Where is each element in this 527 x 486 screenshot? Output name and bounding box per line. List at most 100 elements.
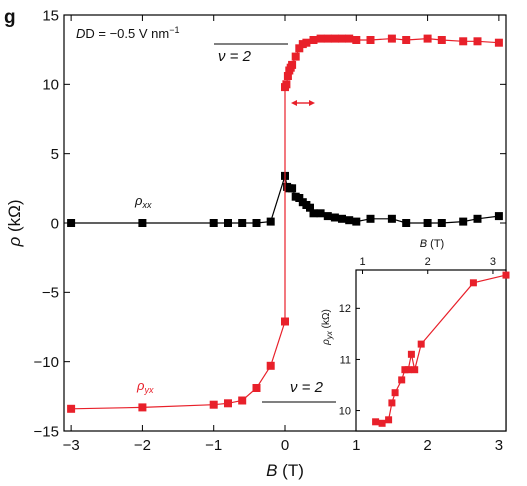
data-point xyxy=(391,389,399,397)
nu-top-label: ν = 2 xyxy=(218,48,252,65)
x-tick-label: 2 xyxy=(423,437,431,454)
data-point xyxy=(366,36,375,44)
data-point xyxy=(330,213,339,222)
data-point xyxy=(459,37,468,46)
data-point xyxy=(309,209,318,218)
data-point xyxy=(459,217,468,226)
x-tick-label: 1 xyxy=(352,437,360,454)
data-point xyxy=(372,418,380,426)
data-point xyxy=(473,37,482,46)
inset-y-axis-label: ρyx (kΩ) xyxy=(321,309,334,346)
data-point xyxy=(338,34,346,43)
data-point xyxy=(385,416,393,424)
x-tick-label: −2 xyxy=(134,437,151,454)
data-point xyxy=(266,217,275,226)
y-tick-label: 0 xyxy=(51,215,59,232)
data-point xyxy=(238,396,247,405)
data-point xyxy=(411,366,419,374)
double-arrow-annotation xyxy=(291,100,315,106)
data-point xyxy=(502,271,510,279)
data-point xyxy=(345,216,354,225)
data-point xyxy=(352,217,361,226)
inset-series xyxy=(372,271,510,427)
data-point xyxy=(316,34,325,43)
data-point xyxy=(469,279,477,287)
data-point xyxy=(209,219,218,227)
y-tick-label: 11 xyxy=(340,354,351,366)
data-point xyxy=(306,203,314,212)
main-series xyxy=(67,34,503,413)
data-point xyxy=(138,219,147,227)
data-point xyxy=(417,340,425,348)
data-point xyxy=(366,214,375,223)
x-axis-label: B (T) xyxy=(266,461,304,480)
data-point xyxy=(295,194,304,202)
data-point xyxy=(338,214,346,223)
data-point xyxy=(330,34,339,43)
field-annotation: DD = −0.5 V nm−1 xyxy=(76,25,179,41)
x-tick-label: −1 xyxy=(205,437,222,454)
data-point xyxy=(473,214,482,223)
data-point xyxy=(209,400,218,409)
data-point xyxy=(288,60,297,69)
data-point xyxy=(266,361,275,370)
x-tick-label: 0 xyxy=(281,437,289,454)
series-label-rhoxx: ρxx xyxy=(134,193,152,210)
data-point xyxy=(323,212,332,221)
x-tick-label: 1 xyxy=(359,256,365,268)
data-point xyxy=(67,404,76,413)
data-point xyxy=(138,403,147,412)
y-tick-label: −5 xyxy=(42,285,59,302)
data-point xyxy=(494,38,503,47)
y-tick-label: −10 xyxy=(34,354,59,371)
x-tick-label: 2 xyxy=(425,256,431,268)
data-point xyxy=(295,44,304,53)
y-tick-label: 12 xyxy=(339,303,351,315)
data-point xyxy=(323,34,332,43)
data-point xyxy=(282,80,291,89)
panel-label: g xyxy=(4,7,16,28)
data-point xyxy=(316,209,325,218)
data-point xyxy=(387,34,396,43)
y-tick-label: 5 xyxy=(51,146,59,163)
data-point xyxy=(252,219,261,227)
data-point xyxy=(345,34,354,43)
data-point xyxy=(402,36,411,44)
data-point xyxy=(398,376,406,384)
x-tick-label: 3 xyxy=(495,437,503,454)
data-point xyxy=(291,52,300,61)
data-point xyxy=(404,366,412,374)
x-tick-label: −3 xyxy=(63,437,80,454)
data-point xyxy=(437,36,446,44)
data-point xyxy=(224,399,232,408)
y-axis-label: ρ (kΩ) xyxy=(5,199,24,247)
data-point xyxy=(224,219,232,227)
data-point xyxy=(67,219,76,227)
data-point xyxy=(302,38,311,47)
inset-x-axis-label: B (T) xyxy=(420,238,444,250)
data-point xyxy=(252,384,261,392)
series-label-rhoyx: ρyx xyxy=(136,378,154,395)
y-tick-label: 15 xyxy=(42,7,59,24)
data-point xyxy=(309,36,318,44)
data-point xyxy=(283,72,292,80)
y-tick-label: 10 xyxy=(42,77,59,94)
data-point xyxy=(352,36,361,44)
x-tick-label: 3 xyxy=(490,256,496,268)
data-point xyxy=(423,34,432,43)
data-point xyxy=(387,214,396,223)
data-point xyxy=(437,219,446,227)
data-point xyxy=(281,317,289,326)
data-point xyxy=(378,419,386,427)
data-point xyxy=(494,212,503,221)
y-tick-label: 10 xyxy=(339,405,351,417)
y-tick-label: −15 xyxy=(34,423,59,440)
data-point xyxy=(238,219,247,227)
data-point xyxy=(423,219,432,227)
inset-plot-frame xyxy=(355,269,507,432)
data-point xyxy=(288,184,297,193)
